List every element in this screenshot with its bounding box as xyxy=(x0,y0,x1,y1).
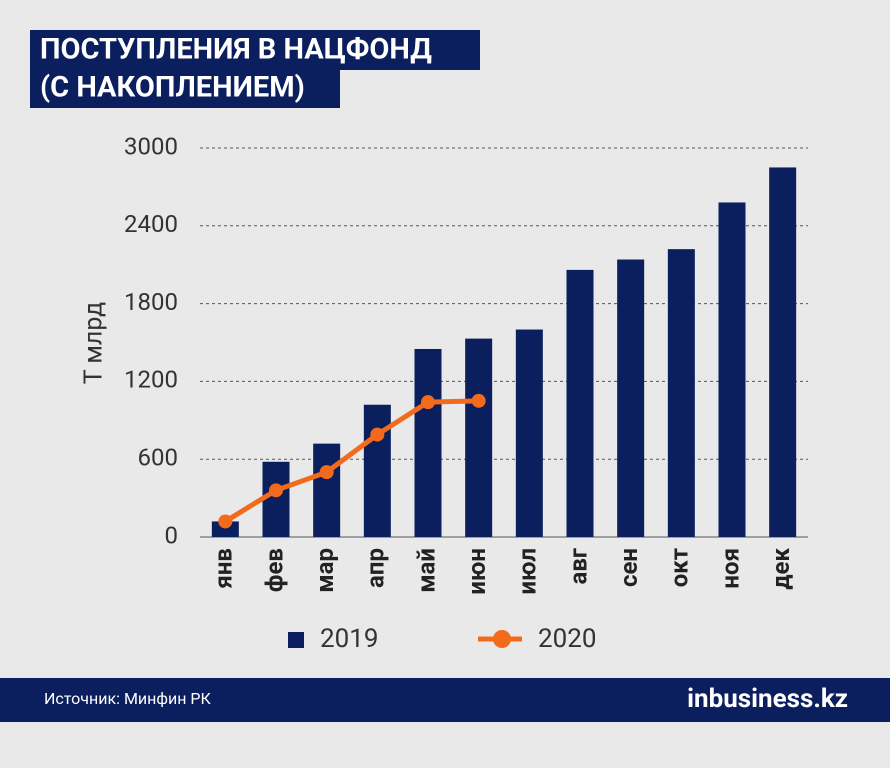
y-axis-label: Т млрд xyxy=(80,302,109,385)
bar xyxy=(769,167,797,537)
bar xyxy=(262,461,290,537)
y-tick-label: 1800 xyxy=(124,288,178,316)
legend-label: 2019 xyxy=(320,624,378,654)
line-point xyxy=(319,465,334,480)
chart-title: ПОСТУПЛЕНИЯ В НАЦФОНД xyxy=(40,33,432,67)
bar xyxy=(313,443,341,537)
y-tick-label: 2400 xyxy=(124,210,178,238)
y-tick-label: 1200 xyxy=(124,366,178,394)
chart-subtitle: (С НАКОПЛЕНИЕМ) xyxy=(40,71,305,105)
x-tick-label: янв xyxy=(210,548,238,589)
legend-label: 2020 xyxy=(538,624,596,654)
title-box xyxy=(30,30,480,70)
x-tick-label: июл xyxy=(514,548,542,595)
bar xyxy=(718,202,746,537)
x-tick-label: дек xyxy=(767,548,795,590)
bar xyxy=(211,521,239,537)
x-tick-label: июн xyxy=(463,548,491,595)
legend-swatch xyxy=(288,632,304,648)
x-tick-label: сен xyxy=(615,548,643,587)
bar xyxy=(617,259,645,537)
source: Источник: Минфин РК xyxy=(44,689,212,708)
line-point xyxy=(471,393,486,408)
line-point xyxy=(269,483,283,498)
brand: inbusiness.kz xyxy=(687,684,848,714)
bar xyxy=(414,348,442,537)
line-point xyxy=(421,395,435,410)
bar xyxy=(515,329,543,537)
x-tick-label: окт xyxy=(666,548,694,587)
footer-bar xyxy=(0,678,890,722)
line-point xyxy=(218,514,233,529)
line-point xyxy=(370,427,385,442)
x-tick-label: фев xyxy=(260,548,288,592)
y-tick-label: 0 xyxy=(165,521,179,549)
line xyxy=(224,398,479,524)
x-tick-label: мар xyxy=(311,548,339,593)
y-tick-label: 3000 xyxy=(124,132,178,160)
bar xyxy=(465,338,493,537)
bar xyxy=(667,249,695,537)
bar xyxy=(363,404,391,537)
x-tick-label: апр xyxy=(362,548,390,588)
x-tick-label: ноя xyxy=(716,548,744,589)
x-tick-label: май xyxy=(412,548,440,593)
subtitle-box xyxy=(30,70,340,108)
bar xyxy=(566,269,594,537)
legend-swatch xyxy=(493,630,511,648)
y-tick-label: 600 xyxy=(138,444,178,472)
x-tick-label: авг xyxy=(564,548,592,584)
